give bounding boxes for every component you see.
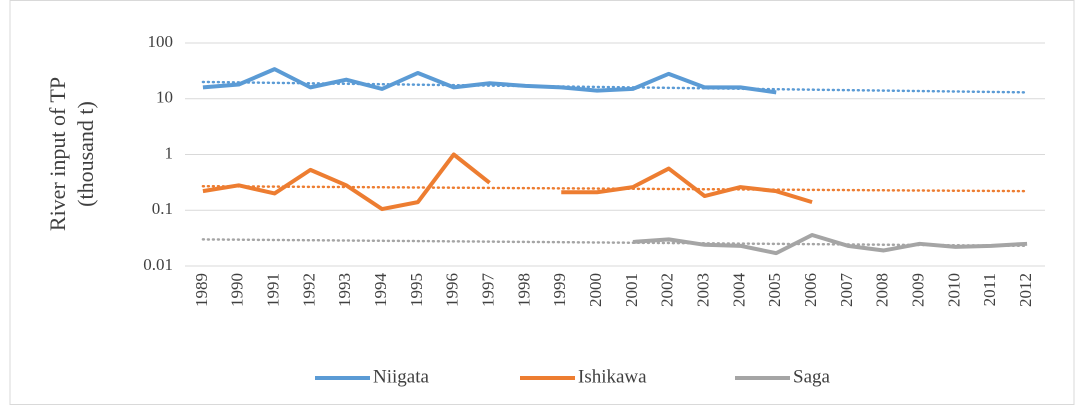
legend-label: Ishikawa [578, 366, 647, 387]
series-line [202, 152, 813, 212]
series-line [632, 232, 1028, 256]
x-tick-label: 1989 [192, 273, 211, 307]
x-tick-label: 1990 [228, 273, 247, 307]
x-tick-label: 2001 [622, 273, 641, 307]
x-tick-label: 1993 [335, 273, 354, 307]
trendline [201, 238, 1029, 248]
x-tick-label: 2012 [1016, 273, 1035, 307]
x-tick-label: 2005 [765, 273, 784, 307]
series-line [202, 67, 777, 95]
x-tick-label: 2007 [837, 273, 856, 308]
x-tick-label: 2004 [729, 273, 748, 308]
y-tick-label: 1 [165, 143, 174, 162]
x-tick-label: 1992 [299, 273, 318, 307]
chart-border [9, 0, 1075, 405]
x-tick-label: 1997 [478, 273, 497, 308]
x-tick-label: 1996 [443, 273, 462, 307]
x-tick-label: 2008 [873, 273, 892, 307]
y-tick-label: 0.01 [143, 255, 173, 274]
legend-label: Niigata [373, 366, 429, 387]
x-tick-label: 1994 [371, 273, 390, 308]
x-tick-label: 2010 [944, 273, 963, 307]
y-tick-label: 10 [156, 88, 173, 107]
x-tick-label: 2003 [693, 273, 712, 307]
y-tick-label: 100 [148, 32, 174, 51]
y-axis-label: (thousand t) [73, 101, 98, 207]
trendline [201, 80, 1029, 94]
x-tick-label: 1991 [263, 273, 282, 307]
x-tick-label: 2009 [908, 273, 927, 307]
x-tick-label: 2002 [658, 273, 677, 307]
x-tick-label: 1999 [550, 273, 569, 307]
y-axis-label: River input of TP [45, 77, 70, 231]
x-tick-label: 2000 [586, 273, 605, 307]
y-tick-label: 0.1 [152, 199, 173, 218]
x-tick-label: 2011 [980, 273, 999, 306]
legend-label: Saga [793, 366, 831, 387]
x-tick-label: 1995 [407, 273, 426, 307]
x-tick-label: 1998 [514, 273, 533, 307]
x-tick-label: 2006 [801, 273, 820, 307]
